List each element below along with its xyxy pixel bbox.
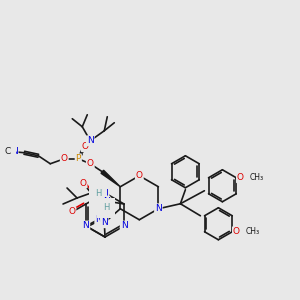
Text: P: P xyxy=(76,154,81,163)
Text: O: O xyxy=(237,173,244,182)
Text: O: O xyxy=(80,178,87,188)
Text: N: N xyxy=(121,221,128,230)
Text: CH₃: CH₃ xyxy=(245,227,260,236)
Text: N: N xyxy=(102,188,108,197)
Text: O: O xyxy=(87,159,94,168)
Text: N: N xyxy=(95,215,102,224)
Text: H: H xyxy=(97,188,103,197)
Text: N: N xyxy=(101,218,108,227)
Text: O: O xyxy=(233,227,240,236)
Text: N: N xyxy=(103,196,110,206)
Text: O: O xyxy=(68,208,75,217)
Polygon shape xyxy=(101,170,120,187)
Text: H: H xyxy=(95,190,101,199)
Text: C: C xyxy=(4,147,11,156)
Text: O: O xyxy=(136,171,143,180)
Text: CH₃: CH₃ xyxy=(249,173,263,182)
Text: N: N xyxy=(82,221,89,230)
Text: H: H xyxy=(103,203,109,212)
Text: O: O xyxy=(82,142,89,151)
Text: O: O xyxy=(61,154,68,163)
Text: N: N xyxy=(155,204,162,213)
Text: N: N xyxy=(11,147,18,156)
Text: N: N xyxy=(87,136,94,145)
Text: N: N xyxy=(97,190,104,199)
